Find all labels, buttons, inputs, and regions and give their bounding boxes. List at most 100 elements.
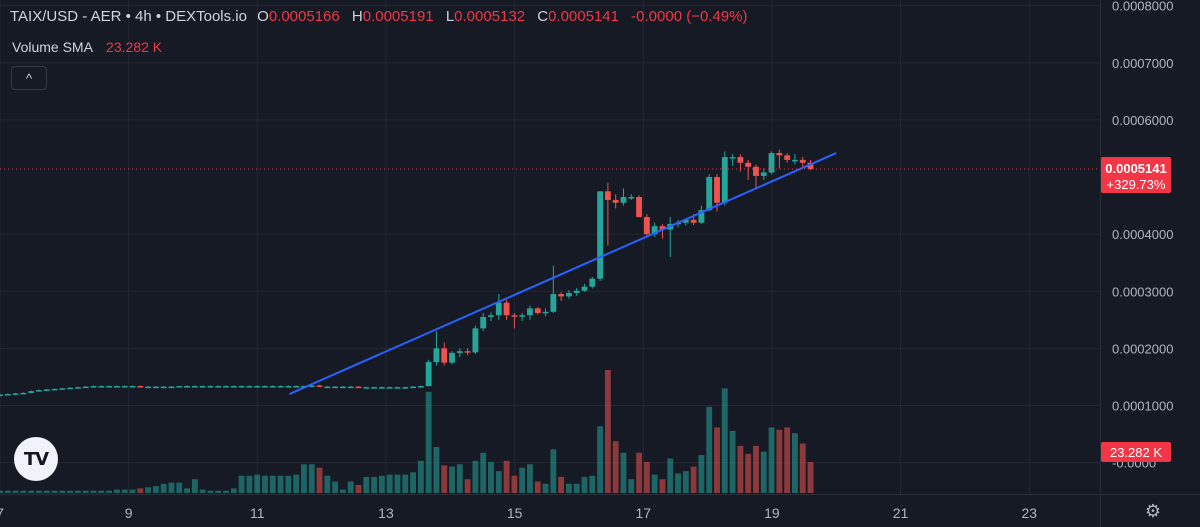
candle-body xyxy=(636,197,642,218)
high-key: H xyxy=(351,8,363,25)
last-change-value: +329.73% xyxy=(1107,177,1166,192)
volume-bar xyxy=(20,490,27,493)
volume-bar xyxy=(636,452,642,493)
candle-body xyxy=(215,386,222,388)
open-key: O xyxy=(257,8,269,25)
volume-bar xyxy=(386,474,393,493)
volume-bar xyxy=(597,426,604,493)
gear-icon[interactable]: ⚙ xyxy=(1144,501,1162,521)
candle-body xyxy=(246,386,253,388)
candle-body xyxy=(542,311,549,314)
candle-body xyxy=(121,386,128,388)
y-tick-label: 0.0008000 xyxy=(1112,0,1173,14)
x-tick-label: 7 xyxy=(0,505,4,521)
volume-bar xyxy=(573,483,580,493)
candle-body xyxy=(597,191,604,279)
candle-body xyxy=(285,386,292,388)
candle-body xyxy=(394,387,401,389)
tradingview-logo[interactable]: TV xyxy=(14,437,58,481)
candle-body xyxy=(168,386,175,389)
candle-body xyxy=(207,386,214,388)
volume-bar xyxy=(410,472,416,493)
volume-bar xyxy=(223,490,229,493)
x-tick-label: 21 xyxy=(893,505,909,521)
candle-body xyxy=(386,387,393,389)
volume-bar xyxy=(745,453,752,493)
volume-bar xyxy=(511,475,518,493)
candle-body xyxy=(511,315,518,317)
volume-bar xyxy=(293,474,300,493)
volume-bar xyxy=(675,473,681,493)
volume-sma-value: 23.282 K xyxy=(106,39,163,55)
volume-bar xyxy=(43,490,50,493)
volume-bar xyxy=(51,490,58,493)
candle-body xyxy=(433,348,440,363)
x-tick-label: 13 xyxy=(378,505,394,521)
volume-bar xyxy=(604,369,611,493)
volume-bar xyxy=(36,490,42,493)
candle-body xyxy=(799,159,806,163)
candle-body xyxy=(82,386,89,389)
volume-bar xyxy=(246,475,253,493)
x-tick-label: 9 xyxy=(125,505,133,521)
volume-bar xyxy=(659,479,666,493)
volume-sma-label: Volume SMA xyxy=(12,39,93,55)
candle-body xyxy=(332,386,339,389)
volume-bar xyxy=(456,464,463,493)
volume-legend[interactable]: Volume SMA 23.282 K xyxy=(12,39,162,55)
volume-bar xyxy=(215,490,222,493)
volume-bar xyxy=(394,474,401,493)
candle-body xyxy=(293,386,300,388)
volume-bar xyxy=(402,474,409,493)
volume-bar xyxy=(807,461,814,493)
candle-body xyxy=(230,386,237,388)
candle-body xyxy=(729,157,736,159)
volume-bar xyxy=(371,476,378,493)
volume-bar xyxy=(145,487,151,493)
volume-bar xyxy=(558,476,565,493)
symbol-title[interactable]: TAIX/USD - AER • 4h • DEXTools.io xyxy=(10,8,247,25)
candle-body xyxy=(659,226,666,230)
candle-body xyxy=(355,386,362,389)
candle-body xyxy=(59,388,66,390)
volume-bar xyxy=(495,471,502,493)
candle-body xyxy=(480,316,487,329)
volume-bar xyxy=(152,486,159,493)
volume-bar xyxy=(121,489,128,493)
volume-bar xyxy=(651,474,658,493)
volume-bar xyxy=(113,489,120,493)
candle-body xyxy=(113,386,120,388)
candle-body xyxy=(0,394,3,397)
volume-bar xyxy=(417,460,424,493)
volume-bar xyxy=(332,481,339,493)
high-value: 0.0005191 xyxy=(362,8,434,25)
volume-bar xyxy=(199,489,206,493)
volume-bar xyxy=(285,475,292,493)
collapse-legend-button[interactable]: ^ xyxy=(11,66,47,90)
candle-body xyxy=(776,153,783,156)
volume-bar xyxy=(690,466,697,493)
volume-bar xyxy=(82,490,89,493)
volume-bar xyxy=(792,433,798,493)
volume-bar xyxy=(425,391,432,493)
volume-bar xyxy=(90,490,97,493)
candle-body xyxy=(488,315,494,317)
candle-body xyxy=(417,386,424,388)
volume-bar xyxy=(589,475,596,493)
candle-body xyxy=(254,386,261,388)
volume-bar xyxy=(527,464,533,493)
chart-legend: TAIX/USD - AER • 4h • DEXTools.io O 0.000… xyxy=(10,8,747,25)
candle-body xyxy=(339,386,346,389)
last-price-value: 0.0005141 xyxy=(1105,161,1166,176)
change-value: -0.0000 (−0.49%) xyxy=(631,8,748,25)
candle-body xyxy=(690,219,697,223)
candle-body xyxy=(184,386,190,388)
volume-bar xyxy=(230,488,237,493)
volume-bar xyxy=(4,490,11,493)
candle-body xyxy=(363,387,370,389)
low-key: L xyxy=(445,8,455,25)
candle-body xyxy=(191,386,198,388)
candle-body xyxy=(277,386,284,388)
candle-body xyxy=(714,177,720,203)
